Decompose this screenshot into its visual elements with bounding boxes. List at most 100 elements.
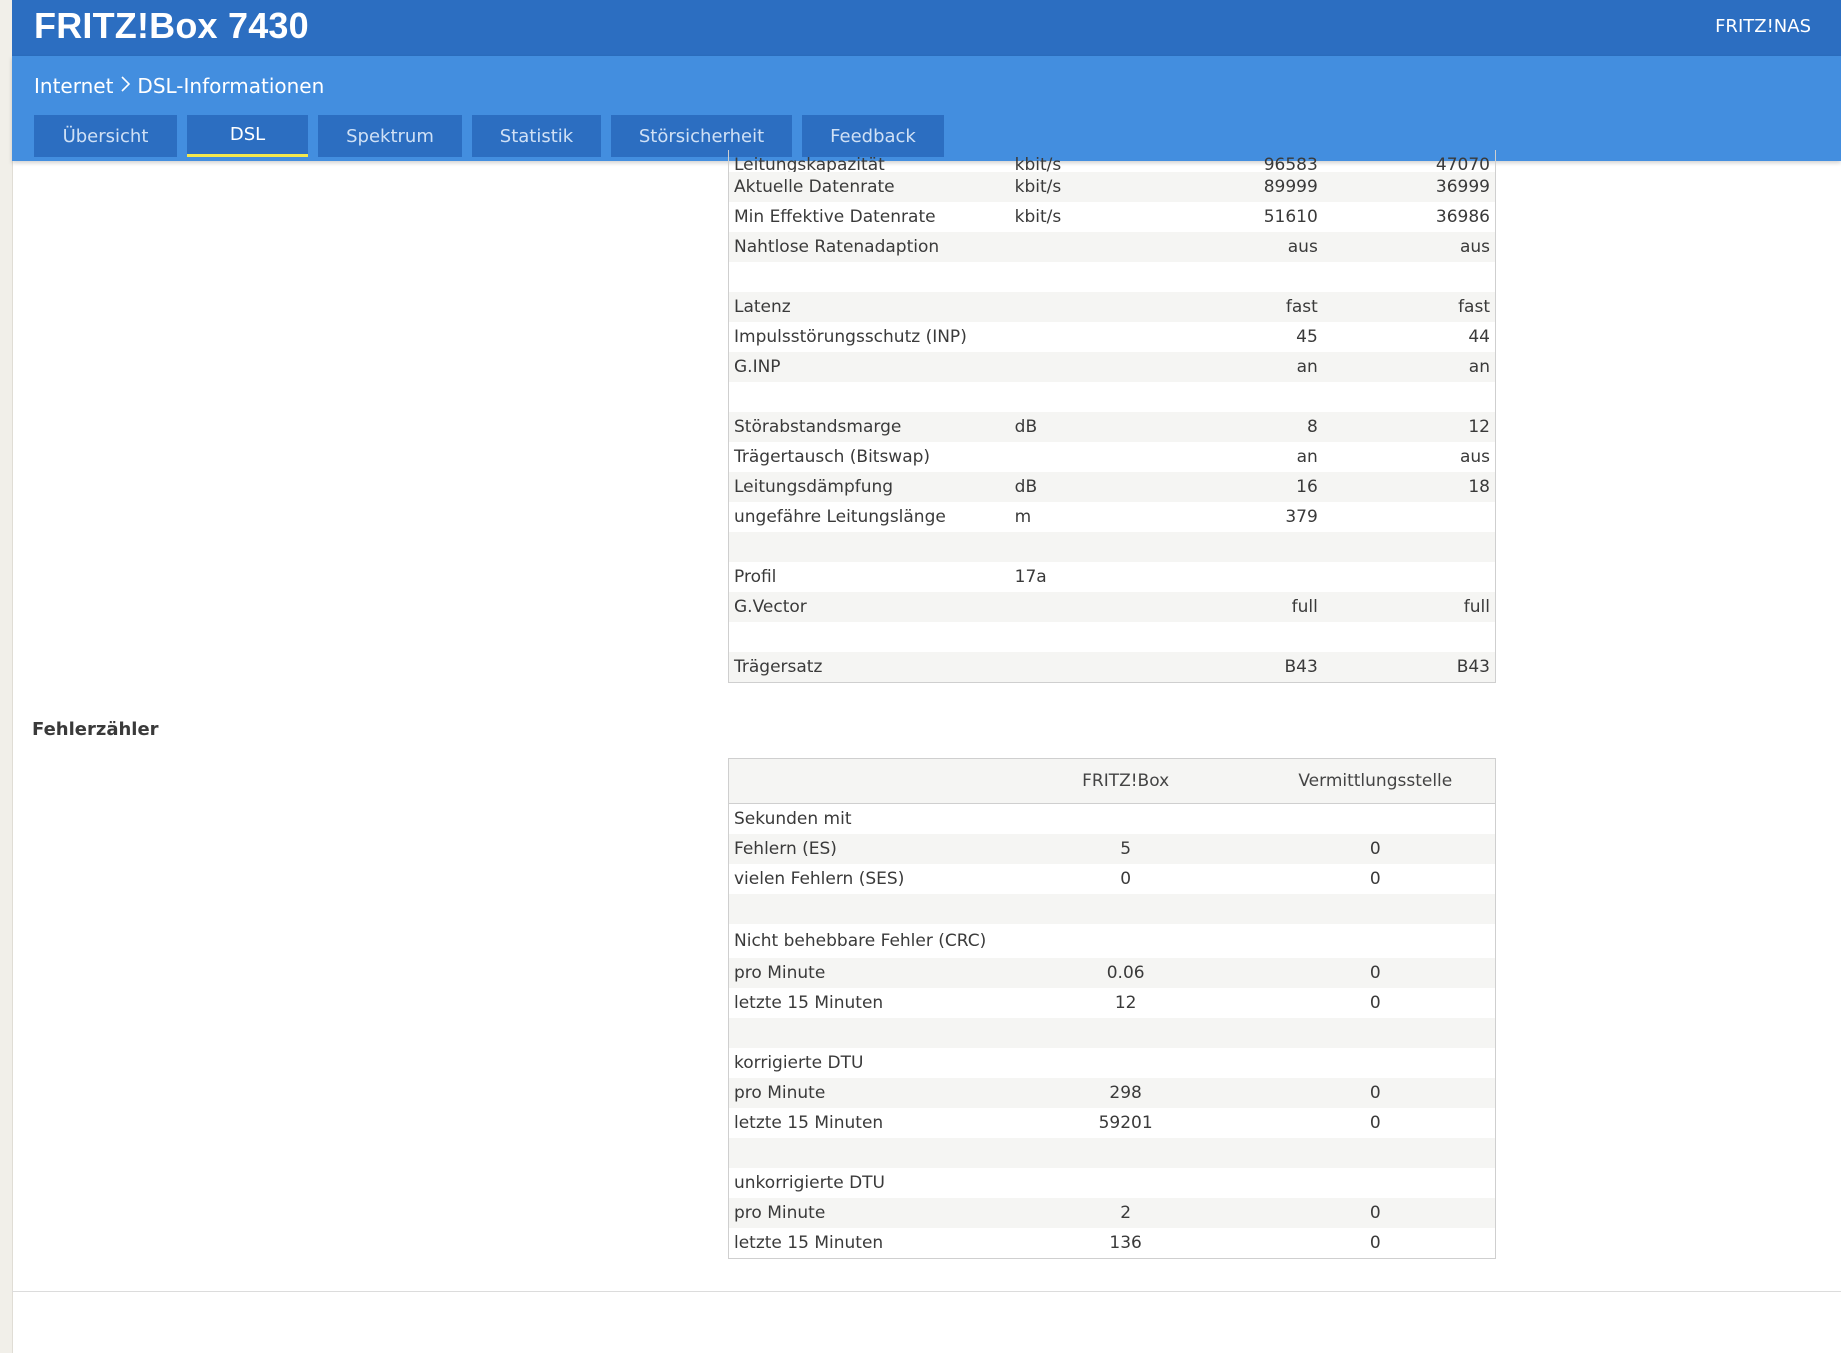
table-cell: Profil xyxy=(734,567,777,587)
spacer-row xyxy=(729,382,1496,412)
table-cell: 136 xyxy=(1109,1233,1142,1253)
table-cell: fast xyxy=(1322,292,1496,322)
breadcrumb-current: DSL-Informationen xyxy=(137,74,325,98)
table-row: letzte 15 Minuten 136 0 xyxy=(729,1228,1496,1259)
left-rail xyxy=(0,0,13,1353)
table-cell: 18 xyxy=(1322,472,1496,502)
table-cell xyxy=(996,804,1256,835)
table-cell xyxy=(1009,592,1167,622)
table-row: letzte 15 Minuten 59201 0 xyxy=(729,1108,1496,1138)
tab-spektrum[interactable]: Spektrum xyxy=(318,115,462,157)
table-cell: letzte 15 Minuten xyxy=(734,1113,884,1133)
table-cell xyxy=(995,894,1256,924)
table-cell: letzte 15 Minuten xyxy=(734,1233,884,1253)
table-cell xyxy=(728,1018,996,1048)
table-cell: Nahtlose Ratenadaption xyxy=(728,232,1010,262)
table-cell: full xyxy=(1322,592,1496,622)
table-cell xyxy=(1256,924,1496,958)
table-row: G.Vector full full xyxy=(728,592,1496,622)
table-row: Störabstandsmarge dB 8 12 xyxy=(728,412,1496,442)
table-cell xyxy=(1323,622,1496,652)
table-cell xyxy=(1009,352,1167,382)
table-row: unkorrigierte DTU xyxy=(729,1168,1496,1198)
table-cell xyxy=(1009,532,1167,562)
tab-dsl[interactable]: DSL xyxy=(187,115,308,157)
table-row: Min Effektive Datenrate kbit/s 51610 36986 xyxy=(729,202,1496,232)
table-cell: Aktuelle Datenrate xyxy=(728,172,1010,202)
table-cell: 2 xyxy=(995,1198,1256,1228)
spacer-row xyxy=(728,894,1496,924)
table-cell: kbit/s xyxy=(1014,155,1062,173)
table-cell: full xyxy=(1166,592,1323,622)
error-counter-table: FRITZ!Box Vermittlungsstelle Sekunden mi… xyxy=(728,758,1496,1259)
table-cell xyxy=(995,1138,1256,1168)
table-cell: 45 xyxy=(1296,327,1318,347)
table-row: pro Minute 2 0 xyxy=(728,1198,1496,1228)
tab-feedback[interactable]: Feedback xyxy=(802,115,944,157)
table-cell: dB xyxy=(1009,412,1167,442)
table-cell: 96583 xyxy=(1263,155,1318,173)
dsl-info-table: Leitungskapazität kbit/s 96583 47070 Aktuell… xyxy=(728,150,1496,683)
table-cell: Fehlern (ES) xyxy=(728,834,996,864)
table-cell xyxy=(1255,894,1496,924)
table-row: G.INP an an xyxy=(728,352,1496,382)
table-cell xyxy=(996,1168,1256,1198)
table-row: letzte 15 Minuten 12 0 xyxy=(729,988,1496,1018)
tab-uebersicht[interactable]: Übersicht xyxy=(34,115,177,157)
table-cell: 5 xyxy=(995,834,1256,864)
table-cell xyxy=(729,262,1010,292)
table-cell: Nicht behebbare Fehler (CRC) xyxy=(734,930,987,951)
breadcrumb-parent[interactable]: Internet xyxy=(34,74,114,98)
table-cell: 379 xyxy=(1285,507,1318,527)
brand-title[interactable]: FRITZ!Box 7430 xyxy=(34,5,309,46)
table-row: Sekunden mit xyxy=(729,804,1496,835)
error-counter-heading: Fehlerzähler xyxy=(32,719,159,740)
table-row: pro Minute 298 0 xyxy=(728,1078,1496,1108)
table-cell: fast xyxy=(1166,292,1323,322)
main-content: Leitungskapazität kbit/s 96583 47070 Aktuell… xyxy=(12,150,1841,1291)
table-row: Impulsstörungsschutz (INP) 45 44 xyxy=(729,322,1496,352)
table-cell xyxy=(1322,532,1496,562)
table-row: Nahtlose Ratenadaption aus aus xyxy=(728,232,1496,262)
table-cell: B43 xyxy=(1166,652,1323,683)
table-cell: Störabstandsmarge xyxy=(728,412,1010,442)
table-cell xyxy=(1323,382,1496,412)
tab-statistik[interactable]: Statistik xyxy=(472,115,601,157)
table-row: Trägertausch (Bitswap) an aus xyxy=(729,442,1496,472)
table-cell: kbit/s xyxy=(1014,207,1062,227)
table-cell: dB xyxy=(1009,472,1167,502)
chevron-right-icon xyxy=(119,75,131,97)
table-cell xyxy=(1256,804,1496,835)
table-cell: 36999 xyxy=(1322,172,1496,202)
table-cell xyxy=(1009,232,1167,262)
table-cell xyxy=(728,894,996,924)
column-header: Vermittlungsstelle xyxy=(1255,758,1496,804)
sub-header: Internet DSL-Informationen Übersicht DSL… xyxy=(12,56,1841,161)
table-cell: 36986 xyxy=(1435,207,1490,227)
column-header: FRITZ!Box xyxy=(995,758,1256,804)
fritz-nas-link[interactable]: FRITZ!NAS xyxy=(1715,16,1811,37)
table-cell: G.Vector xyxy=(728,592,1010,622)
table-cell: 51610 xyxy=(1263,207,1318,227)
table-cell: 0.06 xyxy=(995,958,1256,988)
spacer-row xyxy=(729,262,1496,292)
table-cell xyxy=(729,382,1010,412)
table-cell: Leitungskapazität xyxy=(734,155,885,173)
table-cell xyxy=(1166,622,1323,652)
tab-stoersicherheit[interactable]: Störsicherheit xyxy=(611,115,792,157)
table-cell: 0 xyxy=(1255,1198,1496,1228)
table-cell xyxy=(728,1138,996,1168)
table-cell xyxy=(1009,292,1167,322)
table-cell: Impulsstörungsschutz (INP) xyxy=(734,327,967,347)
table-cell: vielen Fehlern (SES) xyxy=(734,869,905,889)
table-cell xyxy=(1256,1168,1496,1198)
table-cell: aus xyxy=(1166,232,1323,262)
table-row: ungefähre Leitungslänge m 379 xyxy=(729,502,1496,532)
table-cell: 89999 xyxy=(1166,172,1323,202)
table-cell: an xyxy=(1322,352,1496,382)
table-row: Leitungsdämpfung dB 16 18 xyxy=(728,472,1496,502)
table-row: Aktuelle Datenrate kbit/s 89999 36999 xyxy=(728,172,1496,202)
table-cell: 17a xyxy=(1014,567,1047,587)
table-cell: an xyxy=(1166,352,1323,382)
table-cell xyxy=(1323,502,1496,532)
